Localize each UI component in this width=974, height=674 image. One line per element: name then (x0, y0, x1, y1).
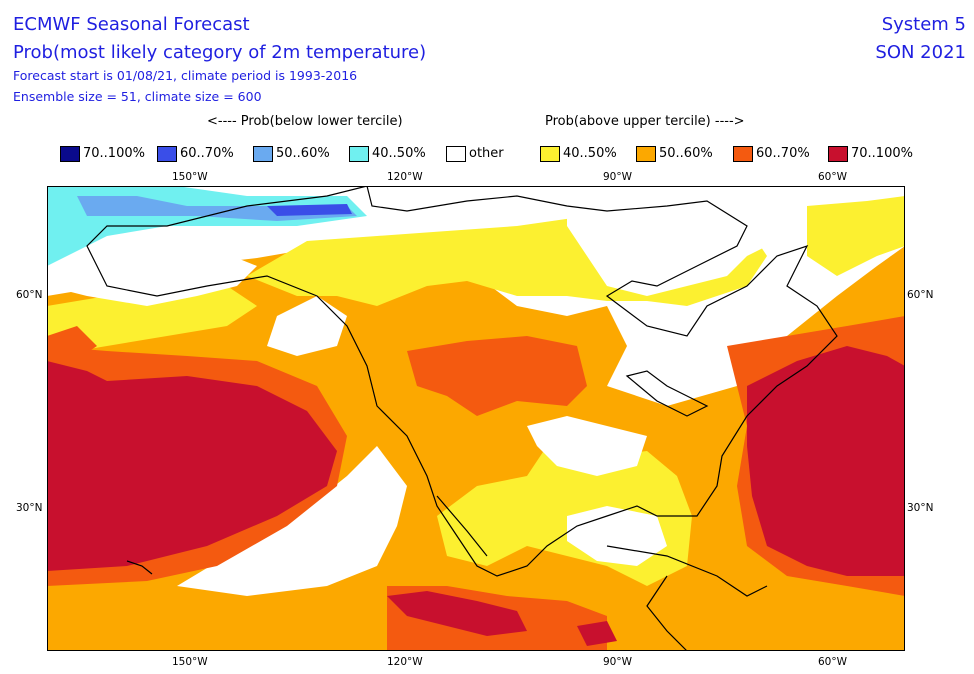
other-region (527, 416, 647, 476)
prob-60-70-region (47, 326, 97, 366)
legend-swatch (253, 146, 273, 162)
lat-label-left: 60°N (16, 289, 43, 301)
lon-label-top: 90°W (603, 171, 632, 183)
legend-label: other (469, 146, 504, 161)
legend-swatch (349, 146, 369, 162)
prob-below-60-70-region (267, 204, 352, 216)
legend-label: 40..50% (563, 146, 617, 161)
prob-70-100-region (747, 346, 905, 576)
lat-label-left: 30°N (16, 502, 43, 514)
prob-70-100-region (47, 361, 337, 571)
map-frame (47, 186, 905, 651)
other-region (267, 296, 347, 356)
lon-label-top: 120°W (387, 171, 423, 183)
lon-label-bottom: 90°W (603, 656, 632, 668)
season-label: SON 2021 (875, 42, 966, 63)
prob-70-100-region (577, 621, 617, 646)
lon-label-top: 60°W (818, 171, 847, 183)
legend-swatch (828, 146, 848, 162)
legend-swatch (540, 146, 560, 162)
prob-60-70-region (407, 336, 587, 416)
map-subtitle: Prob(most likely category of 2m temperat… (13, 42, 427, 63)
legend-label: 70..100% (83, 146, 145, 161)
other-region (567, 186, 807, 296)
prob-40-50-region (807, 196, 905, 276)
legend-label: 70..100% (851, 146, 913, 161)
legend-label: 50..60% (276, 146, 330, 161)
legend-swatch (157, 146, 177, 162)
legend-label: 60..70% (180, 146, 234, 161)
above-tercile-caption: Prob(above upper tercile) ----> (545, 114, 745, 129)
legend-swatch (60, 146, 80, 162)
legend-swatch (446, 146, 466, 162)
lon-label-top: 150°W (172, 171, 208, 183)
lon-label-bottom: 60°W (818, 656, 847, 668)
map-title: ECMWF Seasonal Forecast (13, 14, 250, 35)
legend-label: 60..70% (756, 146, 810, 161)
system-label: System 5 (881, 14, 966, 35)
forecast-start-info: Forecast start is 01/08/21, climate peri… (13, 68, 358, 83)
legend-swatch (733, 146, 753, 162)
forecast-map (47, 186, 905, 651)
lat-label-right: 30°N (907, 502, 934, 514)
lat-label-right: 60°N (907, 289, 934, 301)
below-tercile-caption: <---- Prob(below lower tercile) (207, 114, 403, 129)
legend-label: 50..60% (659, 146, 713, 161)
legend-label: 40..50% (372, 146, 426, 161)
prob-40-50-region (47, 286, 257, 356)
lon-label-bottom: 150°W (172, 656, 208, 668)
lon-label-bottom: 120°W (387, 656, 423, 668)
coastlines (86, 186, 838, 651)
legend-swatch (636, 146, 656, 162)
prob-70-100-region (387, 591, 527, 636)
ensemble-info: Ensemble size = 51, climate size = 600 (13, 89, 262, 104)
